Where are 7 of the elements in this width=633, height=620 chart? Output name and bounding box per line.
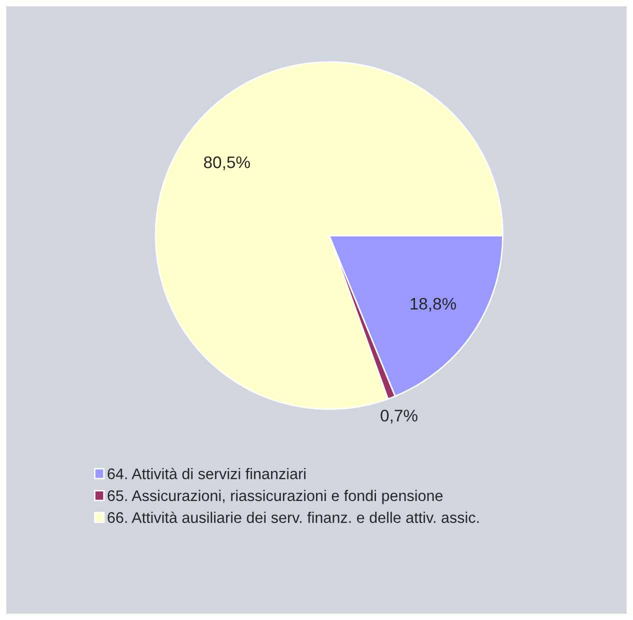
data-label: 80,5% bbox=[204, 156, 250, 170]
pie-slice bbox=[154, 61, 504, 410]
data-label: 0,7% bbox=[380, 410, 418, 424]
data-label: 18,8% bbox=[410, 298, 456, 312]
legend-label: 64. Attività di servizi finanziari bbox=[108, 468, 306, 480]
legend-label: 65. Assicurazioni, riassicurazioni e fondi pensione bbox=[108, 490, 443, 504]
legend-label: 66. Attività ausiliarie dei serv. finanz. e delle attiv. assic. bbox=[108, 512, 479, 523]
